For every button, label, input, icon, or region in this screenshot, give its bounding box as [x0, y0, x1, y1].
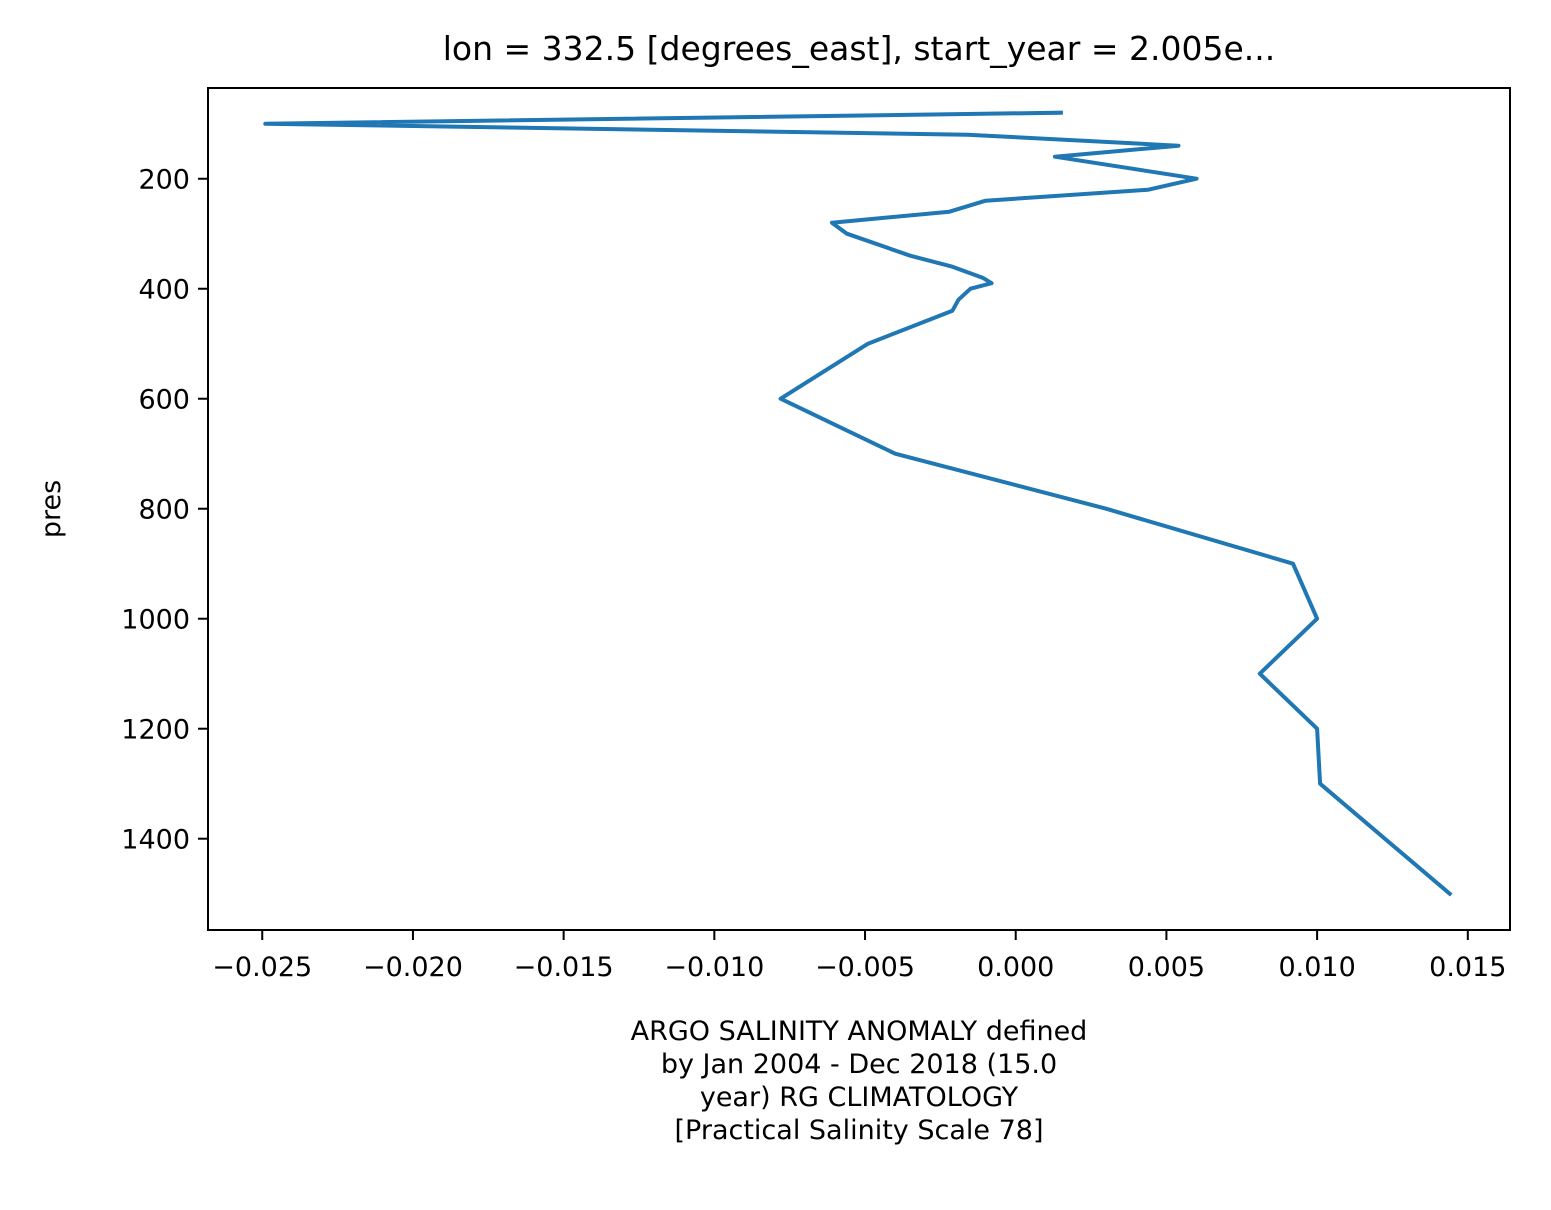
y-axis-label: pres	[36, 480, 67, 538]
series-line	[263, 110, 1453, 897]
x-tick-label: −0.025	[212, 952, 312, 983]
y-tick-label: 200	[138, 165, 190, 196]
y-tick-label: 400	[138, 275, 190, 306]
y-tick-label: 1000	[121, 605, 190, 636]
y-tick-label: 1400	[121, 825, 190, 856]
x-axis-label-line: ARGO SALINITY ANOMALY defined	[631, 1016, 1088, 1047]
x-axis-label-line: by Jan 2004 - Dec 2018 (15.0	[661, 1049, 1057, 1080]
x-tick-label: 0.005	[1128, 952, 1205, 983]
x-tick-label: −0.020	[363, 952, 463, 983]
x-tick-label: 0.015	[1429, 952, 1506, 983]
chart-title: lon = 332.5 [degrees_east], start_year =…	[443, 29, 1275, 68]
x-axis-ticks: −0.025 −0.020 −0.015 −0.010 −0.005 0.000 0.005…	[212, 930, 1506, 983]
y-tick-label: 800	[138, 495, 190, 526]
x-tick-label: 0.000	[977, 952, 1054, 983]
y-axis-ticks: 200 400 600 800 1000 1200 1400	[121, 165, 208, 856]
x-tick-label: 0.010	[1278, 952, 1355, 983]
x-tick-label: −0.010	[664, 952, 764, 983]
x-axis-label-line: year) RG CLIMATOLOGY	[700, 1082, 1019, 1113]
series-group	[263, 110, 1453, 897]
y-tick-label: 1200	[121, 715, 190, 746]
x-tick-label: −0.005	[815, 952, 915, 983]
x-axis-label-line: [Practical Salinity Scale 78]	[675, 1115, 1044, 1146]
y-tick-label: 600	[138, 385, 190, 416]
x-tick-label: −0.015	[514, 952, 614, 983]
